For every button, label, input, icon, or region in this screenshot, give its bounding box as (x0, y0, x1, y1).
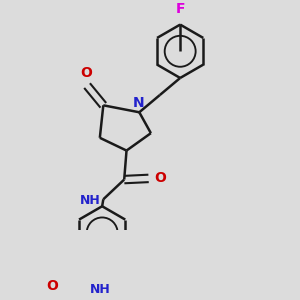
Text: F: F (176, 2, 185, 16)
Text: O: O (46, 279, 58, 293)
Text: O: O (80, 66, 92, 80)
Text: N: N (132, 96, 144, 110)
Text: O: O (154, 171, 166, 185)
Text: NH: NH (89, 283, 110, 296)
Text: NH: NH (80, 194, 101, 207)
